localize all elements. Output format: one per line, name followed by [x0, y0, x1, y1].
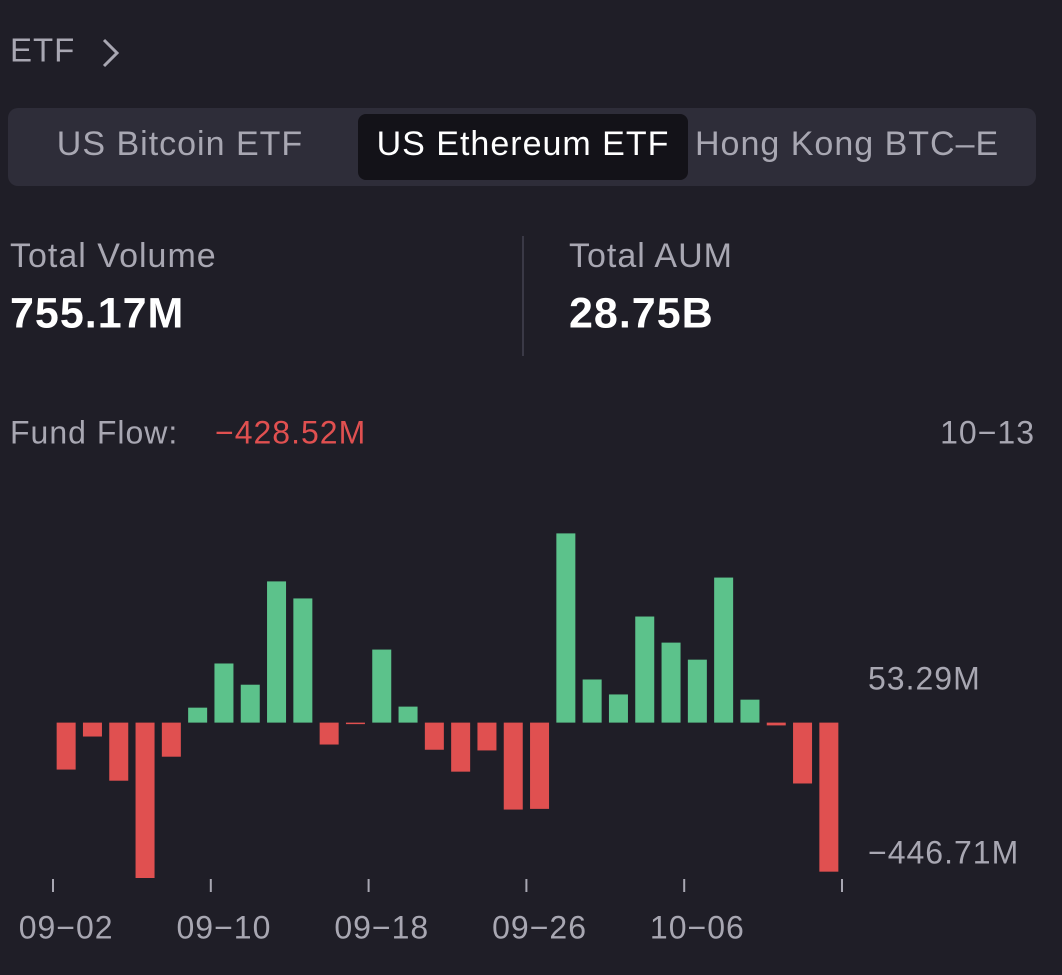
bar	[477, 722, 497, 751]
bar	[766, 722, 786, 726]
stat-label: Total AUM	[569, 237, 733, 275]
bar	[161, 722, 181, 757]
bar	[293, 598, 313, 723]
bar	[240, 684, 260, 723]
stat-value: 755.17M	[10, 289, 184, 337]
tab[interactable]: US Ethereum ETF	[377, 125, 670, 163]
bar	[82, 722, 102, 737]
bar	[372, 649, 392, 723]
bar	[214, 663, 234, 723]
bar	[135, 722, 155, 878]
bar	[635, 616, 655, 723]
bar	[740, 699, 760, 723]
x-tick-label: 09−26	[492, 909, 587, 945]
bar	[109, 722, 129, 781]
chart-date: 10−13	[940, 414, 1035, 450]
tab-selected	[358, 114, 688, 180]
fund-flow-total: −428.52M	[215, 414, 366, 450]
bar	[424, 722, 444, 750]
bar	[556, 533, 576, 723]
stat-label: Total Volume	[10, 237, 217, 275]
x-tick-label: 10−06	[650, 909, 745, 945]
bar	[267, 581, 287, 723]
bar	[503, 722, 523, 810]
bar	[687, 659, 707, 723]
x-tick-label: 09−10	[177, 909, 272, 945]
bar	[582, 679, 602, 723]
x-tick-label: 09−18	[334, 909, 429, 945]
y-tick-label: 53.29M	[868, 661, 981, 697]
chevron[interactable]	[102, 38, 120, 68]
bar	[319, 722, 339, 745]
tab[interactable]: US Bitcoin ETF	[57, 125, 303, 163]
tab[interactable]: Hong Kong BTC–E	[695, 125, 999, 163]
bar	[188, 707, 208, 723]
bar	[345, 722, 365, 725]
bar	[56, 722, 76, 770]
bar	[661, 642, 681, 723]
bar	[714, 577, 734, 723]
header-title[interactable]: ETF	[10, 32, 75, 69]
bar	[819, 722, 839, 872]
bar	[398, 706, 418, 723]
bar	[451, 722, 471, 772]
y-tick-label: −446.71M	[868, 834, 1019, 870]
bar	[530, 722, 550, 809]
chart-title: Fund Flow:	[10, 414, 178, 450]
x-tick-label: 09−02	[19, 909, 114, 945]
bar	[793, 722, 813, 784]
bar	[608, 694, 628, 723]
stat-value: 28.75B	[569, 289, 714, 337]
